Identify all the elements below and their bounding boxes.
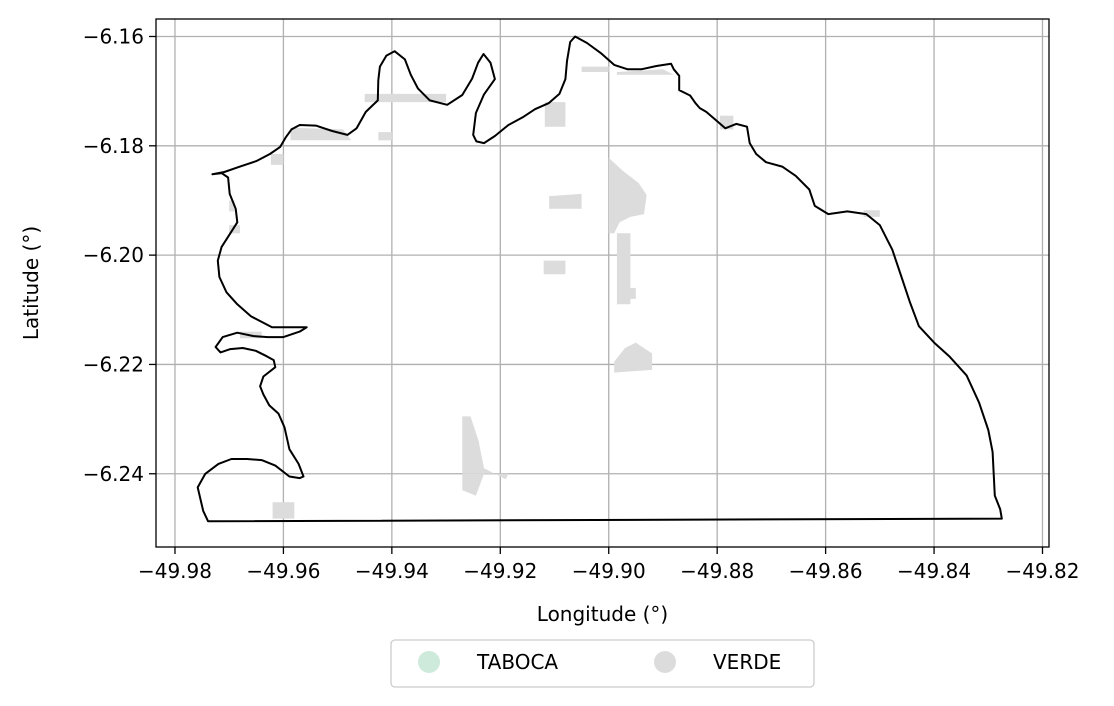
legend: TABOCA VERDE xyxy=(390,639,815,688)
x-tick-label: −49.86 xyxy=(789,559,863,583)
x-tick-label: −49.96 xyxy=(246,559,320,583)
y-axis-label: Latitude (°) xyxy=(19,226,43,340)
verde-area-patch xyxy=(622,287,636,299)
verde-area-patch xyxy=(581,66,609,72)
legend-label-verde: VERDE xyxy=(713,650,781,674)
y-tick-label: −6.22 xyxy=(83,352,144,376)
verde-area-patch xyxy=(616,69,674,75)
x-tick-label: −49.94 xyxy=(355,559,429,583)
verde-area-patch xyxy=(608,157,647,234)
x-tick-label: −49.90 xyxy=(572,559,646,583)
verde-area-patch xyxy=(290,127,352,141)
y-tick-label: −6.18 xyxy=(83,134,144,158)
x-axis-label: Longitude (°) xyxy=(537,602,668,626)
y-axis-ticks: −6.16 −6.18 −6.20 −6.22 −6.24 xyxy=(83,24,156,486)
x-axis-ticks: −49.98 −49.96 −49.94 −49.92 −49.90 −49.88 −49.… xyxy=(138,547,1080,583)
y-tick-label: −6.16 xyxy=(83,24,144,48)
y-tick-label: −6.24 xyxy=(83,462,144,486)
verde-area-patch xyxy=(378,132,392,141)
x-tick-label: −49.88 xyxy=(680,559,754,583)
boundary-polygon xyxy=(196,35,1003,523)
verde-area-patch xyxy=(544,102,566,127)
x-tick-label: −49.84 xyxy=(897,559,971,583)
x-tick-label: −49.82 xyxy=(1005,559,1079,583)
y-tick-label: −6.20 xyxy=(83,243,144,267)
legend-label-taboca: TABOCA xyxy=(476,650,558,674)
legend-marker-taboca xyxy=(418,651,440,673)
verde-area-patch xyxy=(270,154,284,165)
verde-area-patch xyxy=(462,473,484,496)
verde-area-patch xyxy=(462,416,509,480)
verde-area-patch xyxy=(549,193,582,209)
verde-areas xyxy=(229,66,880,519)
verde-area-patch xyxy=(543,260,566,275)
verde-area-patch xyxy=(616,233,631,305)
x-tick-label: −49.92 xyxy=(463,559,537,583)
legend-box xyxy=(390,639,815,688)
legend-marker-verde xyxy=(654,651,676,673)
verde-area-patch xyxy=(272,502,295,519)
verde-area-patch xyxy=(614,342,653,373)
x-tick-label: −49.98 xyxy=(138,559,212,583)
boundary-outline xyxy=(196,35,1003,523)
grid-lines xyxy=(156,19,1049,547)
plot-frame xyxy=(155,18,1050,548)
